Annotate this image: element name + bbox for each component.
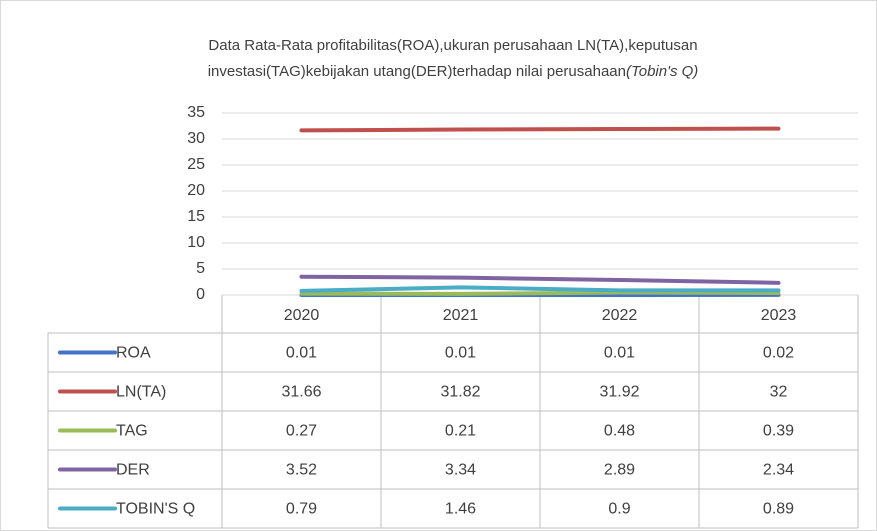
- y-tick-label: 5: [196, 260, 205, 277]
- table-cell: 0.01: [286, 345, 317, 362]
- x-tick-label: 2021: [443, 307, 479, 324]
- x-tick-label: 2023: [761, 307, 797, 324]
- y-tick-label: 0: [196, 286, 205, 303]
- series-line: [299, 290, 781, 296]
- table-cell: 0.21: [445, 423, 476, 440]
- title-italic: (Tobin's Q): [626, 63, 698, 80]
- table-cell: 2.89: [604, 462, 635, 479]
- table-cell: 0.01: [445, 345, 476, 362]
- chart-title: investasi(TAG)kebijakan utang(DER)terhad…: [208, 63, 699, 80]
- series-line: [299, 126, 781, 133]
- table-cell: 0.89: [763, 501, 794, 518]
- legend-label: TAG: [116, 423, 148, 440]
- y-tick-label: 30: [187, 130, 205, 147]
- table-cell: 0.79: [286, 501, 317, 518]
- table-cell: 3.52: [286, 462, 317, 479]
- legend-label: DER: [116, 462, 150, 479]
- series-line: [299, 274, 781, 285]
- table-cell: 31.66: [281, 384, 321, 401]
- table-cell: 0.39: [763, 423, 794, 440]
- x-tick-label: 2022: [602, 307, 638, 324]
- table-cell: 0.02: [763, 345, 794, 362]
- y-tick-label: 20: [187, 182, 205, 199]
- chart-title: Data Rata-Rata profitabilitas(ROA),ukura…: [208, 37, 697, 54]
- table-cell: 0.01: [604, 345, 635, 362]
- table-cell: 1.46: [445, 501, 476, 518]
- table-cell: 31.82: [440, 384, 480, 401]
- table-cell: 0.9: [608, 501, 630, 518]
- table-cell: 2.34: [763, 462, 794, 479]
- table-cell: 32: [770, 384, 788, 401]
- y-tick-label: 10: [187, 234, 205, 251]
- legend-label: LN(TA): [116, 384, 166, 401]
- table-cell: 0.48: [604, 423, 635, 440]
- table-cell: 0.27: [286, 423, 317, 440]
- table-cell: 3.34: [445, 462, 476, 479]
- y-tick-label: 15: [187, 208, 205, 225]
- title-line: investasi(TAG)kebijakan utang(DER)terhad…: [208, 63, 626, 80]
- y-tick-label: 25: [187, 156, 205, 173]
- x-tick-label: 2020: [284, 307, 320, 324]
- table-cell: 31.92: [599, 384, 639, 401]
- legend-label: TOBIN'S Q: [116, 501, 195, 518]
- series-line: [299, 285, 781, 293]
- y-tick-label: 35: [187, 104, 205, 121]
- legend-label: ROA: [116, 345, 151, 362]
